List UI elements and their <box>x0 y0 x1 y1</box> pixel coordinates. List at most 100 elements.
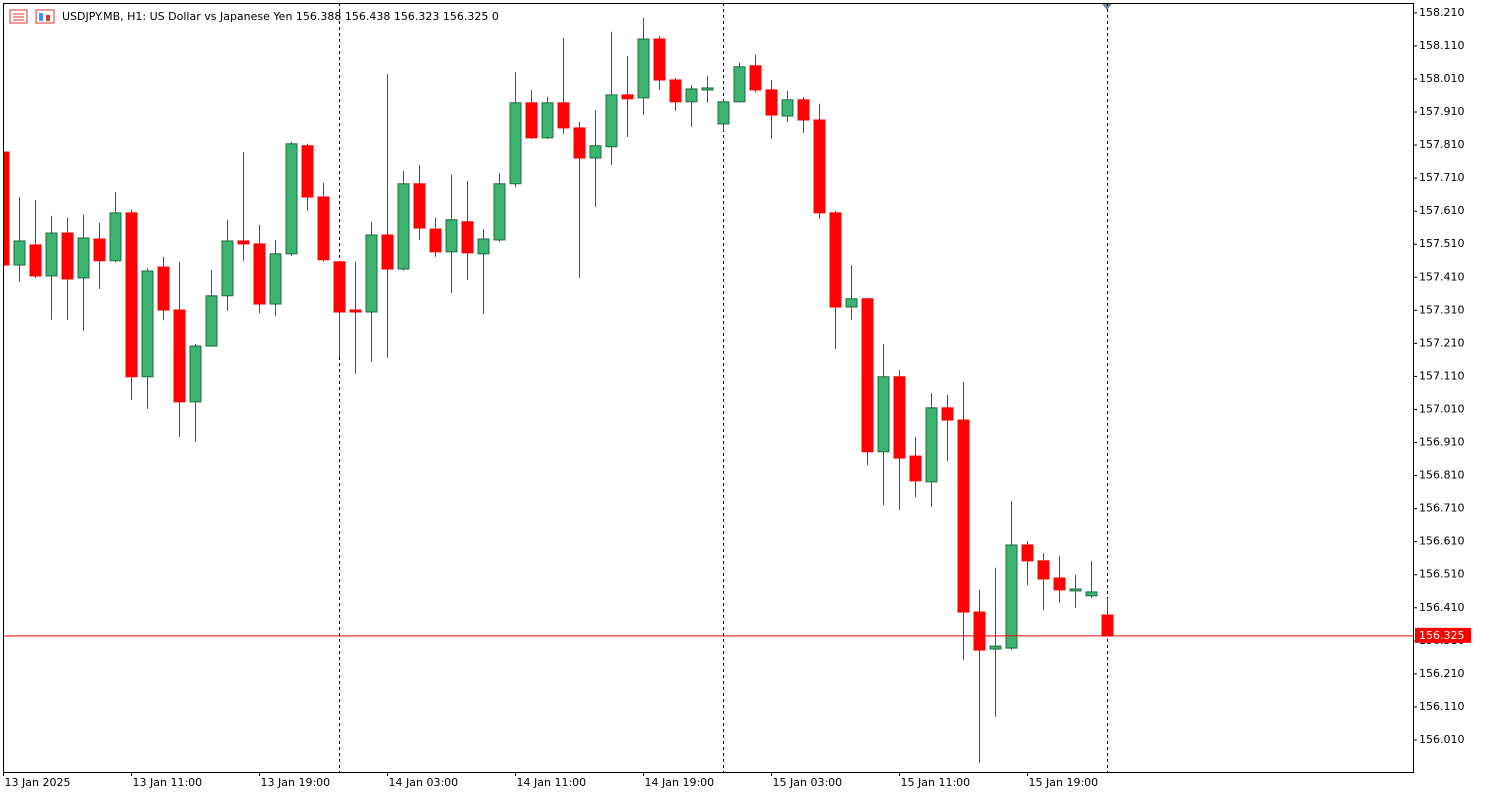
x-tick-label: 14 Jan 03:00 <box>389 776 459 789</box>
candle-body <box>93 238 106 262</box>
y-tick-label: 157.110 <box>1419 369 1465 382</box>
candle-body <box>925 407 938 483</box>
candle-body <box>765 89 778 116</box>
x-tick-label: 15 Jan 19:00 <box>1029 776 1099 789</box>
candle-body <box>397 183 410 270</box>
candle-body <box>381 234 394 270</box>
candle-body <box>4 151 10 266</box>
candle-body <box>445 219 458 253</box>
candle-body <box>45 232 58 277</box>
y-tick-label: 157.010 <box>1419 402 1465 415</box>
candle-body <box>1053 577 1066 591</box>
candle-body <box>621 94 634 100</box>
last-price-box <box>1415 627 1471 643</box>
y-tick-label: 156.910 <box>1419 436 1465 449</box>
candle-body <box>269 253 282 305</box>
candle-body <box>413 183 426 229</box>
candle-body <box>749 65 762 91</box>
candle-body <box>589 145 602 159</box>
candle-body <box>957 419 970 613</box>
candle-body <box>877 376 890 453</box>
candle-body <box>701 87 714 91</box>
candle-body <box>1021 544 1034 562</box>
candle-body <box>893 376 906 459</box>
candle-body <box>813 119 826 214</box>
candle-body <box>797 99 810 121</box>
last-price-label: 156.325 <box>1419 629 1465 642</box>
candle-body <box>493 183 506 241</box>
candle-body <box>77 237 90 279</box>
x-tick-label: 15 Jan 11:00 <box>901 776 971 789</box>
candle-body <box>141 270 154 378</box>
x-tick-label: 13 Jan 19:00 <box>261 776 331 789</box>
candle-body <box>573 127 586 159</box>
candle-body <box>301 145 314 198</box>
candle-body <box>541 102 554 139</box>
candle-body <box>557 102 570 129</box>
candle-body <box>1005 544 1018 649</box>
x-tick-label: 14 Jan 19:00 <box>645 776 715 789</box>
candle-body <box>973 611 986 651</box>
candle-body <box>333 261 346 313</box>
chart-icon-bar <box>46 15 50 21</box>
candle-body <box>477 238 490 255</box>
candle-body <box>733 66 746 103</box>
y-tick-label: 156.110 <box>1419 700 1465 713</box>
candle-body <box>61 232 74 280</box>
candle-body <box>13 240 26 266</box>
candle-body <box>845 298 858 308</box>
candle-body <box>605 94 618 148</box>
y-tick-label: 156.010 <box>1419 733 1465 746</box>
candle-body <box>365 234 378 313</box>
y-tick-label: 157.910 <box>1419 105 1465 118</box>
candle-body <box>653 38 666 81</box>
candle-body <box>317 196 330 261</box>
candle-body <box>285 143 298 255</box>
x-tick-label: 15 Jan 03:00 <box>773 776 843 789</box>
plot-frame <box>3 3 1414 773</box>
candle-body <box>1085 591 1098 597</box>
candle-body <box>829 212 842 308</box>
y-tick-label: 157.810 <box>1419 138 1465 151</box>
candle-body <box>669 79 682 103</box>
candle-body <box>525 102 538 139</box>
candle-body <box>173 309 186 403</box>
y-tick-label: 157.710 <box>1419 171 1465 184</box>
candle-body <box>189 345 202 403</box>
candle-body <box>509 102 522 185</box>
y-tick-label: 156.710 <box>1419 502 1465 515</box>
candle-body <box>1037 560 1050 580</box>
candle-body <box>1101 614 1114 637</box>
chart-title: USDJPY.MB, H1: US Dollar vs Japanese Yen… <box>62 10 499 23</box>
y-tick-label: 157.510 <box>1419 237 1465 250</box>
y-tick-label: 157.310 <box>1419 303 1465 316</box>
y-tick-label: 156.510 <box>1419 568 1465 581</box>
candle-body <box>221 240 234 297</box>
candle-body <box>941 407 954 421</box>
candle-body <box>205 295 218 347</box>
y-tick-label: 156.210 <box>1419 667 1465 680</box>
candle-body <box>1069 588 1082 592</box>
x-tick-label: 14 Jan 11:00 <box>517 776 587 789</box>
candle-body <box>861 298 874 453</box>
candle-body <box>909 455 922 482</box>
candle-body <box>109 212 122 262</box>
y-tick-label: 157.410 <box>1419 270 1465 283</box>
candle-body <box>685 88 698 103</box>
x-tick-label: 13 Jan 2025 <box>5 776 71 789</box>
y-tick-label: 158.010 <box>1419 72 1465 85</box>
candle-body <box>237 240 250 245</box>
y-tick-label: 157.210 <box>1419 336 1465 349</box>
shift-marker <box>1102 4 1112 10</box>
y-tick-label: 156.810 <box>1419 469 1465 482</box>
toolbar-icons <box>9 9 55 24</box>
y-tick-label: 158.110 <box>1419 39 1465 52</box>
x-tick-label: 13 Jan 11:00 <box>133 776 203 789</box>
candle-body <box>989 645 1002 650</box>
y-tick-label: 158.210 <box>1419 6 1465 19</box>
y-tick-label: 157.610 <box>1419 204 1465 217</box>
candles <box>4 17 1114 764</box>
candle-body <box>29 244 42 277</box>
